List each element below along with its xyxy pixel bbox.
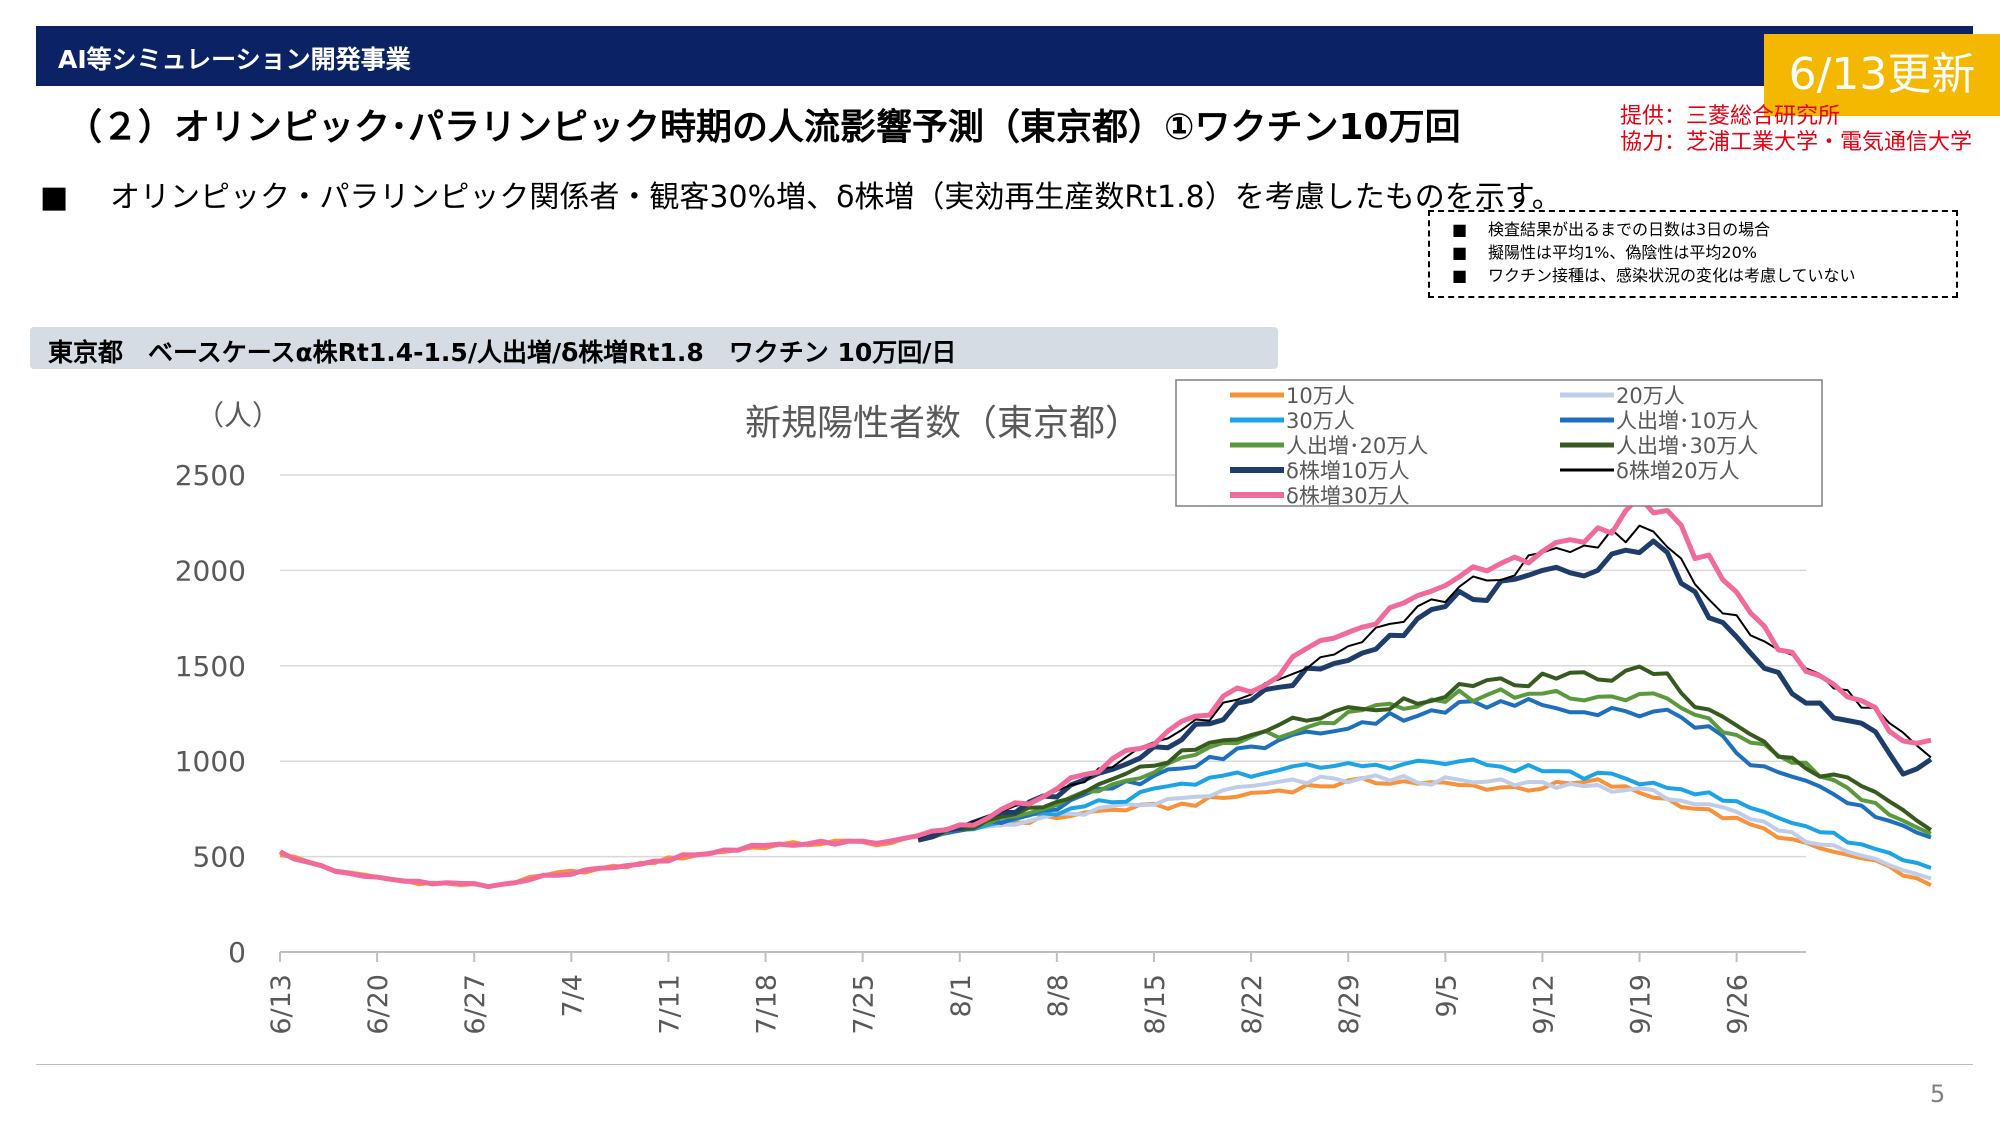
note-text: 擬陽性は平均1%、偽陰性は平均20% bbox=[1488, 243, 1757, 262]
x-tick-label: 6/20 bbox=[363, 974, 394, 1035]
x-tick-label: 6/13 bbox=[266, 974, 297, 1035]
x-tick-label: 8/29 bbox=[1334, 974, 1365, 1035]
legend-label: δ株増10万人 bbox=[1286, 459, 1410, 483]
y-tick-label: 0 bbox=[228, 936, 246, 969]
credit-provider: 提供：三菱総合研究所 bbox=[1620, 104, 1841, 129]
page-number: 5 bbox=[1930, 1080, 1946, 1108]
scenario-label: 東京都 ベースケースα株Rt1.4-1.5/人出増/δ株増Rt1.8 ワクチン … bbox=[48, 338, 957, 367]
x-tick-label: 7/11 bbox=[654, 974, 685, 1035]
legend-label: 人出増･20万人 bbox=[1286, 434, 1428, 458]
series-line bbox=[279, 776, 1932, 889]
y-tick-label: 2500 bbox=[175, 459, 246, 492]
series-line bbox=[917, 524, 1932, 839]
series-line bbox=[278, 494, 1932, 890]
note-item: ■ 擬陽性は平均1%、偽陰性は平均20% bbox=[1452, 241, 1956, 264]
legend-label: δ株増20万人 bbox=[1616, 459, 1740, 483]
legend-label: δ株増30万人 bbox=[1286, 484, 1410, 508]
bullet-marker: ■ bbox=[40, 180, 69, 215]
x-tick-label: 8/22 bbox=[1237, 974, 1268, 1035]
chart-title: 新規陽性者数（東京都） bbox=[745, 403, 1141, 444]
update-badge: 6/13更新 bbox=[1764, 34, 2000, 116]
x-tick-label: 9/12 bbox=[1528, 974, 1559, 1035]
header-bar: AI等シミュレーション開発事業 6/13更新 bbox=[36, 26, 2000, 116]
x-tick-label: 9/26 bbox=[1723, 974, 1754, 1035]
series-line bbox=[917, 773, 1932, 881]
y-axis-label: （人） bbox=[196, 399, 280, 432]
x-tick-label: 7/25 bbox=[849, 974, 880, 1035]
series-line bbox=[917, 664, 1933, 842]
note-marker: ■ bbox=[1452, 243, 1468, 262]
x-tick-label: 8/1 bbox=[946, 974, 977, 1017]
x-tick-label: 8/15 bbox=[1140, 974, 1171, 1035]
note-item: ■ ワクチン接種は、感染状況の変化は考慮していない bbox=[1452, 264, 1956, 287]
x-tick-label: 8/8 bbox=[1043, 974, 1074, 1017]
scenario-bar: 東京都 ベースケースα株Rt1.4-1.5/人出増/δ株増Rt1.8 ワクチン … bbox=[30, 327, 1278, 369]
y-tick-label: 500 bbox=[193, 841, 246, 874]
x-tick-label: 6/27 bbox=[460, 974, 491, 1035]
x-tick-label: 9/5 bbox=[1431, 974, 1462, 1017]
x-tick-label: 7/18 bbox=[752, 974, 783, 1035]
legend-label: 30万人 bbox=[1286, 409, 1355, 433]
legend-label: 10万人 bbox=[1286, 384, 1355, 408]
description-text: オリンピック・パラリンピック関係者・観客30%増、δ株増（実効再生産数Rt1.8… bbox=[110, 180, 1562, 215]
description-bullet: ■ オリンピック・パラリンピック関係者・観客30%増、δ株増（実効再生産数Rt1.… bbox=[40, 172, 1562, 216]
series-line bbox=[917, 538, 1933, 843]
header-title: AI等シミュレーション開発事業 bbox=[58, 45, 411, 74]
legend-label: 人出増･10万人 bbox=[1616, 409, 1758, 433]
page-title: （２）オリンピック･パラリンピック時期の人流影響予測（東京都）①ワクチン10万回 bbox=[66, 107, 1461, 148]
series-line bbox=[917, 697, 1932, 840]
note-text: ワクチン接種は、感染状況の変化は考慮していない bbox=[1488, 266, 1856, 285]
note-text: 検査結果が出るまでの日数は3日の場合 bbox=[1488, 220, 1771, 239]
y-tick-label: 2000 bbox=[175, 554, 246, 587]
y-tick-label: 1500 bbox=[175, 650, 246, 683]
note-marker: ■ bbox=[1452, 266, 1468, 285]
x-tick-label: 7/4 bbox=[557, 974, 588, 1017]
note-marker: ■ bbox=[1452, 220, 1468, 239]
series-line bbox=[917, 757, 1932, 870]
notes-box: ■ 検査結果が出るまでの日数は3日の場合 ■ 擬陽性は平均1%、偽陰性は平均20% … bbox=[1428, 210, 1958, 298]
note-item: ■ 検査結果が出るまでの日数は3日の場合 bbox=[1452, 218, 1956, 241]
legend-label: 20万人 bbox=[1616, 384, 1685, 408]
credit-cooperation: 協力：芝浦工業大学・電気通信大学 bbox=[1620, 130, 1973, 155]
y-tick-label: 1000 bbox=[175, 745, 246, 778]
x-tick-label: 9/19 bbox=[1626, 974, 1657, 1035]
legend-label: 人出増･30万人 bbox=[1616, 434, 1758, 458]
footer-divider bbox=[36, 1064, 1973, 1065]
